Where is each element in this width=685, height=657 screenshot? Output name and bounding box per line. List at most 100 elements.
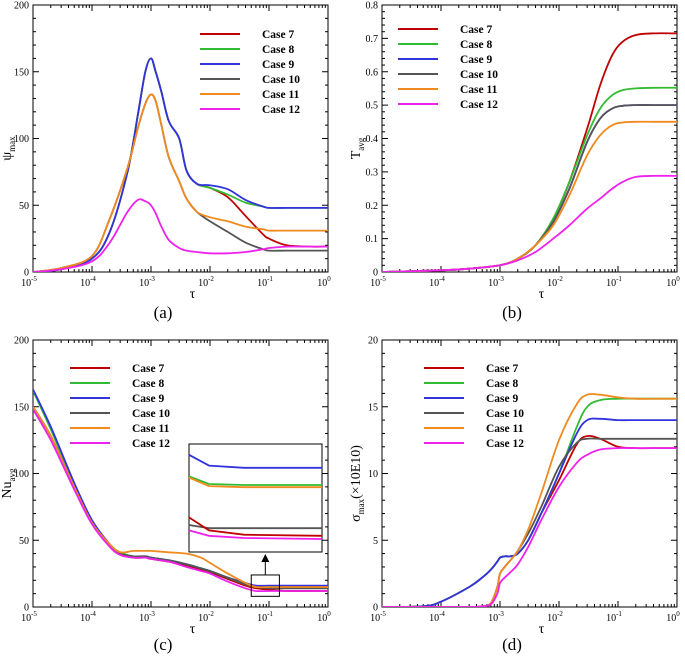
series-line-case-10 <box>382 437 677 607</box>
x-tick-label: 10-1 <box>606 610 622 624</box>
legend-label: Case 12 <box>132 438 170 450</box>
x-tick-label: 100 <box>317 610 331 624</box>
y-tick-label: 5 <box>373 536 378 547</box>
series-line-case-9 <box>382 104 677 272</box>
x-axis-label: τ <box>190 622 196 637</box>
y-tick-label: 200 <box>14 336 29 347</box>
x-tick-label: 10-1 <box>257 275 273 289</box>
x-tick-label: 10-4 <box>429 275 445 289</box>
x-axis-label: τ <box>190 287 196 302</box>
y-tick-label: 0 <box>373 268 378 279</box>
y-axis-label: ψmax <box>0 136 17 161</box>
x-tick-label: 10-2 <box>198 275 214 289</box>
y-tick-label: 100 <box>14 134 29 145</box>
chart-panel-2: 10-5 10-4 10-3 10-2 10-1 10000.10.20.30.40.50… <box>349 1 680 290</box>
panel-label: (b) <box>502 303 522 322</box>
y-tick-label: 0.1 <box>366 234 379 245</box>
plot-frame <box>381 339 678 608</box>
y-tick-label: 0 <box>24 268 29 279</box>
series-line-case-9 <box>382 417 677 607</box>
legend-label: Case 9 <box>486 393 519 405</box>
legend-label: Case 11 <box>460 84 498 96</box>
y-tick-label: 200 <box>14 1 29 12</box>
chart-panel-4: 10-5 10-4 10-3 10-2 10-1 10005101520σmax(×10E… <box>349 336 680 625</box>
y-tick-label: 0.5 <box>366 101 379 112</box>
y-axis-label: Tavg <box>349 137 366 159</box>
x-tick-label: 100 <box>666 275 680 289</box>
series-line-case-11 <box>382 120 677 272</box>
x-tick-label: 10-2 <box>547 275 563 289</box>
y-tick-label: 15 <box>368 402 378 413</box>
x-tick-label: 10-1 <box>257 610 273 624</box>
legend-label: Case 9 <box>262 59 295 71</box>
series-line-case-9 <box>33 57 328 272</box>
series-line-case-11 <box>382 393 677 607</box>
legend-label: Case 11 <box>262 89 300 101</box>
y-tick-label: 150 <box>14 67 29 78</box>
legend-label: Case 9 <box>132 393 165 405</box>
series-line-case-8 <box>382 397 677 607</box>
y-tick-label: 0.3 <box>366 167 379 178</box>
y-tick-label: 0.4 <box>366 134 379 145</box>
x-tick-label: 10-2 <box>198 610 214 624</box>
y-tick-label: 150 <box>14 402 29 413</box>
legend-label: Case 7 <box>460 24 493 36</box>
legend-label: Case 12 <box>486 438 524 450</box>
legend-label: Case 7 <box>486 363 519 375</box>
x-tick-label: 10-3 <box>139 275 155 289</box>
y-tick-label: 10 <box>368 469 378 480</box>
y-tick-label: 20 <box>368 336 378 347</box>
series-line-case-12 <box>382 447 677 607</box>
x-tick-label: 10-4 <box>80 610 96 624</box>
legend-label: Case 11 <box>486 423 524 435</box>
series-line-case-8 <box>382 86 677 272</box>
inset-line <box>188 475 322 486</box>
series-line-case-11 <box>33 93 328 272</box>
legend-label: Case 11 <box>132 423 170 435</box>
y-tick-label: 0 <box>24 603 29 614</box>
inset-line <box>188 524 322 530</box>
legend-label: Case 8 <box>132 378 165 390</box>
plot-frame <box>381 4 678 273</box>
series-line-case-7 <box>382 434 677 607</box>
x-axis-label: τ <box>539 622 545 637</box>
legend-label: Case 10 <box>486 408 524 420</box>
legend-label: Case 7 <box>262 29 295 41</box>
x-axis-label: τ <box>539 287 545 302</box>
y-tick-label: 0.2 <box>366 201 379 212</box>
x-tick-label: 10-2 <box>547 610 563 624</box>
legend-label: Case 10 <box>262 74 300 86</box>
x-tick-label: 10-3 <box>139 610 155 624</box>
legend-label: Case 9 <box>460 54 493 66</box>
x-tick-label: 10-1 <box>606 275 622 289</box>
y-axis-label: Nuavg <box>0 468 17 499</box>
y-tick-label: 50 <box>19 201 29 212</box>
y-tick-label: 0.7 <box>366 34 379 45</box>
legend-label: Case 12 <box>262 104 300 116</box>
x-tick-label: 100 <box>317 275 331 289</box>
series-line-case-12 <box>33 408 328 593</box>
y-tick-label: 100 <box>14 469 29 480</box>
legend-label: Case 10 <box>132 408 170 420</box>
series-line-case-12 <box>33 198 328 272</box>
legend-label: Case 8 <box>486 378 519 390</box>
y-tick-label: 0 <box>373 603 378 614</box>
y-tick-label: 0.8 <box>366 1 379 12</box>
legend-label: Case 10 <box>460 69 498 81</box>
inset-line <box>188 529 323 540</box>
legend-label: Case 7 <box>132 363 165 375</box>
x-tick-label: 10-3 <box>488 610 504 624</box>
series-line-case-12 <box>382 174 677 272</box>
inset-line <box>188 476 322 489</box>
inset-line <box>188 516 323 537</box>
panel-label: (c) <box>154 635 173 654</box>
panel-label: (a) <box>154 303 173 322</box>
zoom-arrow-head <box>261 554 270 562</box>
y-axis-label: σmax(×10E10) <box>349 445 366 522</box>
x-tick-label: 10-3 <box>488 275 504 289</box>
panel-label: (d) <box>502 635 522 654</box>
y-tick-label: 50 <box>19 536 29 547</box>
